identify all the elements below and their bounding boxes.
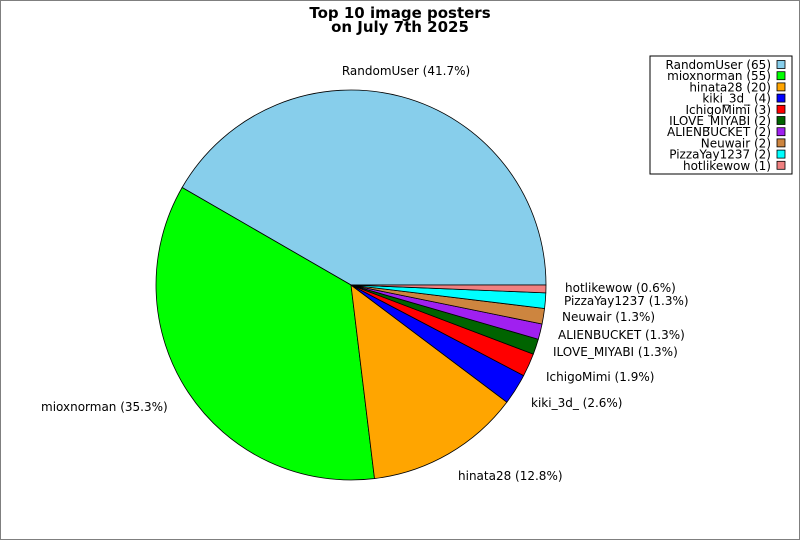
pie-slice-labels: RandomUser (41.7%) mioxnorman (35.3%) hina… — [41, 64, 689, 483]
slice-label-alienbucket: ALIENBUCKET (1.3%) — [558, 328, 685, 342]
legend-label-neuwair: Neuwair (2) — [701, 136, 771, 150]
slice-label-hotlikewow: hotlikewow (0.6%) — [565, 281, 676, 295]
legend-box — [649, 55, 793, 175]
legend-label-pizzayay1237: PizzaYay1237 (2) — [669, 148, 771, 162]
pie-slice-mioxnorman — [155, 187, 375, 481]
slice-label-pizzayay1237: PizzaYay1237 (1.3%) — [564, 294, 689, 308]
chart-title-line-1: Top 10 image posters — [309, 4, 490, 22]
legend-swatch-randomuser — [776, 60, 786, 69]
legend-swatch-hotlikewow — [776, 160, 786, 170]
legend-label-mioxnorman: mioxnorman (55) — [667, 69, 771, 83]
slice-label-ichigomimi: IchigoMimi (1.9%) — [546, 370, 654, 384]
legend-label-hotlikewow: hotlikewow (1) — [683, 159, 771, 173]
legend-swatch-neuwair — [776, 138, 786, 148]
pie-slice-hinata28 — [350, 284, 508, 479]
legend-label-ichigomimi: IchigoMimi (3) — [685, 103, 771, 117]
legend-label-hinata28: hinata28 (20) — [689, 80, 771, 94]
chart-legend: RandomUser (65)mioxnorman (55)hinata28 (… — [649, 55, 793, 175]
chart-title-line-2: on July 7th 2025 — [331, 18, 469, 36]
slice-label-ilove-miyabi: ILOVE_MIYABI (1.3%) — [553, 345, 678, 359]
legend-entries: RandomUser (65)mioxnorman (55)hinata28 (… — [666, 58, 786, 173]
legend-swatch-ilove-miyabi — [776, 116, 786, 125]
legend-swatch-kiki-3d- — [776, 93, 786, 103]
pie-slice-randomuser — [181, 89, 547, 286]
legend-label-randomuser: RandomUser (65) — [666, 58, 771, 72]
slice-label-randomuser: RandomUser (41.7%) — [342, 64, 470, 78]
legend-swatch-ichigomimi — [776, 104, 786, 114]
slice-label-neuwair: Neuwair (1.3%) — [562, 310, 655, 324]
legend-swatch-mioxnorman — [776, 71, 786, 81]
legend-swatch-hinata28 — [776, 82, 786, 92]
slice-label-hinata28: hinata28 (12.8%) — [458, 469, 563, 483]
pie-slice-hotlikewow — [350, 284, 547, 294]
legend-label-ilove-miyabi: ILOVE_MIYABI (2) — [669, 114, 771, 128]
legend-label-alienbucket: ALIENBUCKET (2) — [667, 125, 771, 139]
legend-label-kiki-3d-: kiki_3d_ (4) — [702, 92, 771, 106]
slice-label-mioxnorman: mioxnorman (35.3%) — [41, 400, 168, 414]
slice-label-kiki-3d-: kiki_3d_ (2.6%) — [531, 396, 622, 410]
legend-swatch-alienbucket — [776, 127, 786, 137]
legend-swatch-pizzayay1237 — [776, 149, 786, 159]
pie-slices — [155, 89, 547, 481]
